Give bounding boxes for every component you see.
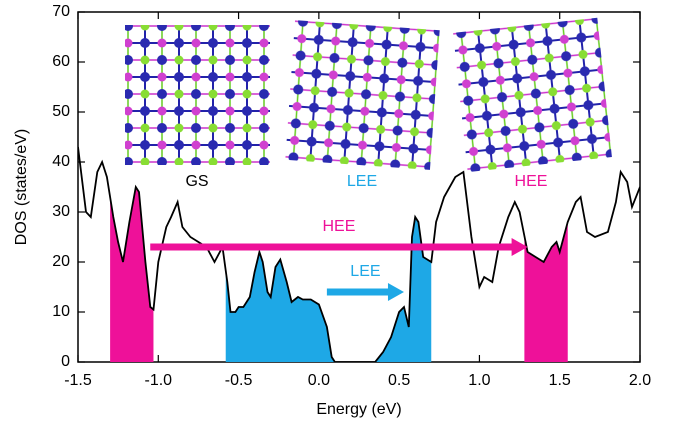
y-axis-title: DOS (states/eV): [13, 129, 30, 245]
x-tick-label: 2.0: [629, 372, 651, 389]
x-tick-label: 0.5: [388, 372, 410, 389]
x-tick-label: 1.5: [549, 372, 571, 389]
x-tick-label: -1.5: [64, 372, 92, 389]
inset-lee: [285, 20, 439, 170]
chart: Energy (eV) DOS (states/eV) -1.5 -1.0 -0.5…: [0, 0, 673, 426]
x-tick-label: -1.0: [144, 372, 172, 389]
y-tick-label: 20: [52, 253, 70, 270]
inset-hee: [453, 18, 612, 172]
x-tick-label: -0.5: [225, 372, 253, 389]
inset-label: LEE: [347, 173, 377, 190]
y-tick-label: 40: [52, 153, 70, 170]
arrow-label: LEE: [350, 263, 380, 280]
y-tick-label: 0: [61, 353, 70, 370]
y-tick-label: 10: [52, 303, 70, 320]
x-tick-label: 1.0: [468, 372, 490, 389]
x-tick-label: 0.0: [308, 372, 330, 389]
arrow-label: HEE: [322, 218, 355, 235]
y-tick-label: 70: [52, 3, 70, 20]
y-tick-label: 60: [52, 53, 70, 70]
x-axis-title: Energy (eV): [316, 401, 401, 418]
inset-gs: [125, 25, 270, 165]
inset-label: GS: [185, 173, 208, 190]
y-tick-label: 50: [52, 103, 70, 120]
y-tick-label: 30: [52, 203, 70, 220]
arrow-head: [388, 283, 404, 301]
inset-label: HEE: [515, 173, 548, 190]
page: {"chart_data": {"type": "line", "xlabel"…: [0, 0, 673, 431]
